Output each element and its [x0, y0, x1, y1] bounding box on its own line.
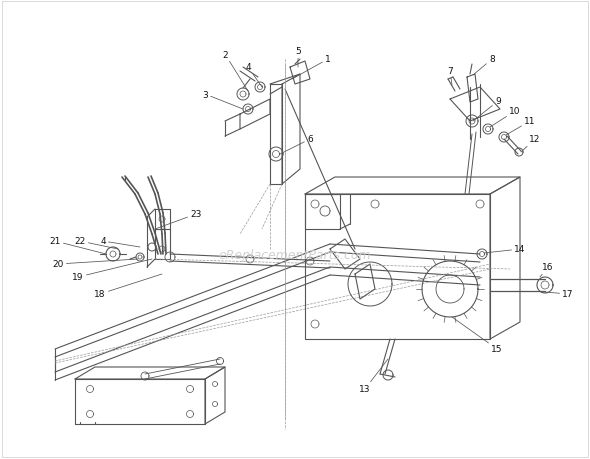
Text: 7: 7 — [447, 67, 453, 86]
Text: 10: 10 — [490, 107, 521, 128]
Text: 16: 16 — [540, 263, 554, 277]
Text: 20: 20 — [53, 259, 138, 269]
Text: 11: 11 — [506, 117, 536, 136]
Text: 15: 15 — [452, 317, 503, 354]
Text: 14: 14 — [484, 245, 526, 254]
Text: 21: 21 — [50, 237, 106, 254]
Text: 9: 9 — [473, 97, 501, 122]
Text: 2: 2 — [222, 50, 248, 92]
Text: 4: 4 — [245, 63, 262, 88]
Text: 19: 19 — [72, 259, 152, 282]
Text: 13: 13 — [359, 359, 388, 394]
Text: 22: 22 — [74, 237, 118, 249]
Text: 12: 12 — [521, 135, 540, 153]
Text: 3: 3 — [202, 90, 243, 110]
Text: 18: 18 — [94, 274, 162, 299]
Text: 4: 4 — [100, 237, 140, 247]
Text: eReplacementParts.com: eReplacementParts.com — [219, 248, 371, 261]
Text: 23: 23 — [155, 210, 202, 230]
Text: 5: 5 — [295, 47, 301, 68]
Text: 17: 17 — [545, 290, 573, 299]
Text: 1: 1 — [292, 56, 331, 80]
Text: 8: 8 — [473, 56, 495, 76]
Text: 6: 6 — [280, 135, 313, 155]
